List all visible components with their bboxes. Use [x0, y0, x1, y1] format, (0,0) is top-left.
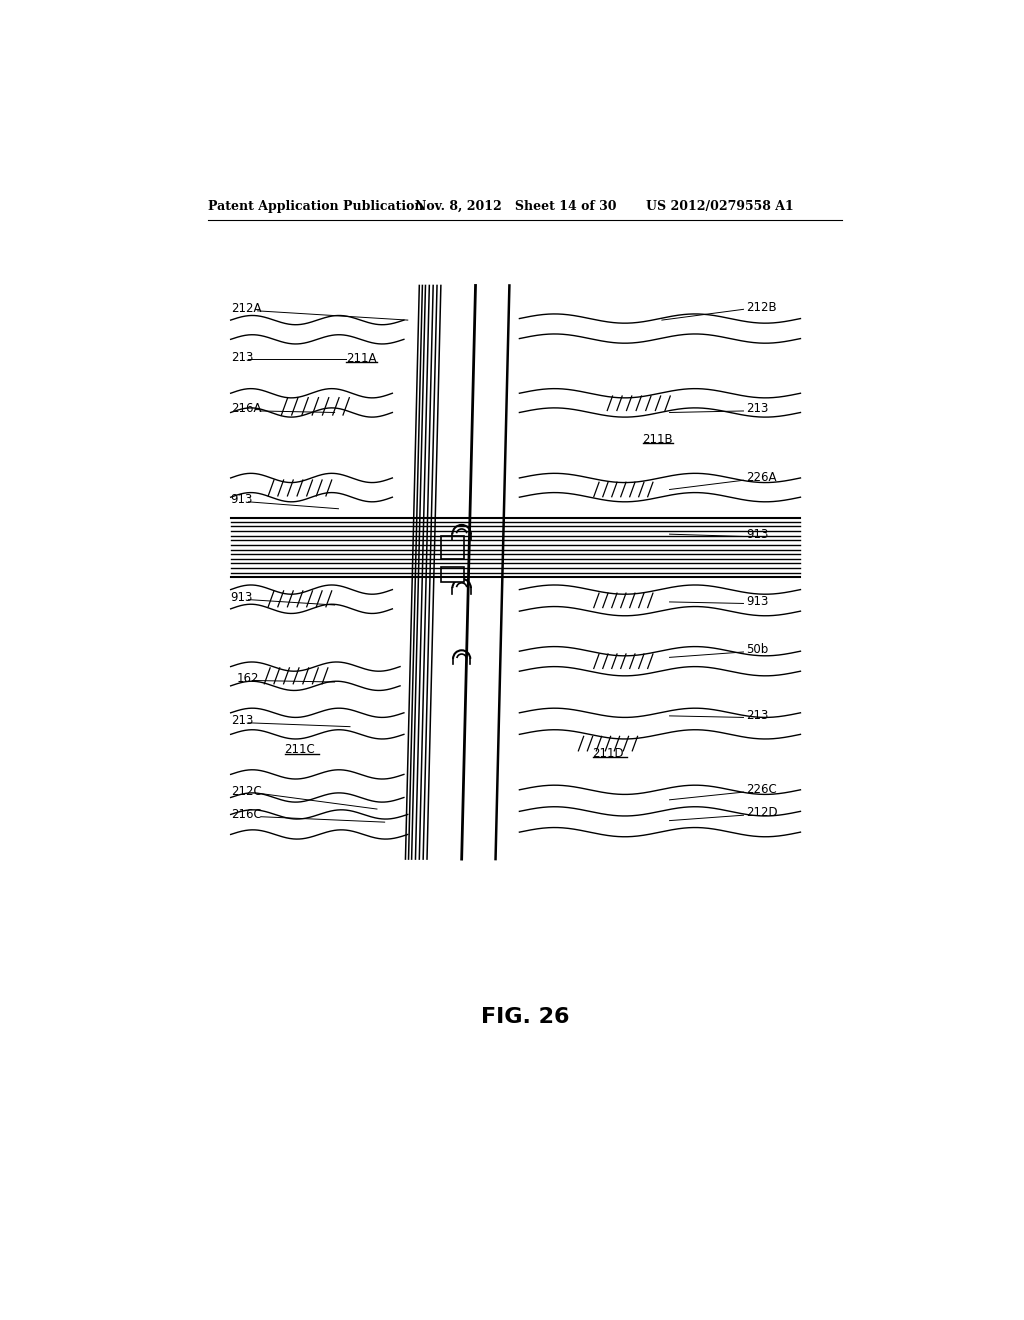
Text: 213: 213 [230, 351, 253, 363]
FancyBboxPatch shape [441, 536, 464, 558]
Text: 913: 913 [230, 492, 253, 506]
Text: 211A: 211A [346, 352, 377, 366]
Text: 50b: 50b [746, 643, 769, 656]
Text: 216C: 216C [230, 808, 261, 821]
Text: 226A: 226A [746, 471, 777, 484]
Text: 213: 213 [230, 714, 253, 727]
Text: 211B: 211B [643, 433, 673, 446]
Text: 212B: 212B [746, 301, 777, 314]
Text: 213: 213 [746, 403, 769, 416]
Text: 212A: 212A [230, 302, 261, 315]
Text: 211D: 211D [593, 747, 625, 760]
Text: 162: 162 [237, 672, 259, 685]
Text: 913: 913 [746, 528, 769, 541]
Text: 913: 913 [230, 591, 253, 603]
FancyBboxPatch shape [441, 566, 464, 582]
Text: 212C: 212C [230, 785, 261, 797]
Text: 913: 913 [746, 594, 769, 607]
Text: Nov. 8, 2012   Sheet 14 of 30: Nov. 8, 2012 Sheet 14 of 30 [416, 199, 616, 213]
Text: 226C: 226C [746, 783, 777, 796]
Text: 212D: 212D [746, 807, 778, 820]
Text: 213: 213 [746, 709, 769, 722]
Text: FIG. 26: FIG. 26 [480, 1007, 569, 1027]
Text: 216A: 216A [230, 403, 261, 416]
Text: US 2012/0279558 A1: US 2012/0279558 A1 [646, 199, 795, 213]
Text: Patent Application Publication: Patent Application Publication [208, 199, 423, 213]
Text: 211C: 211C [285, 743, 315, 756]
